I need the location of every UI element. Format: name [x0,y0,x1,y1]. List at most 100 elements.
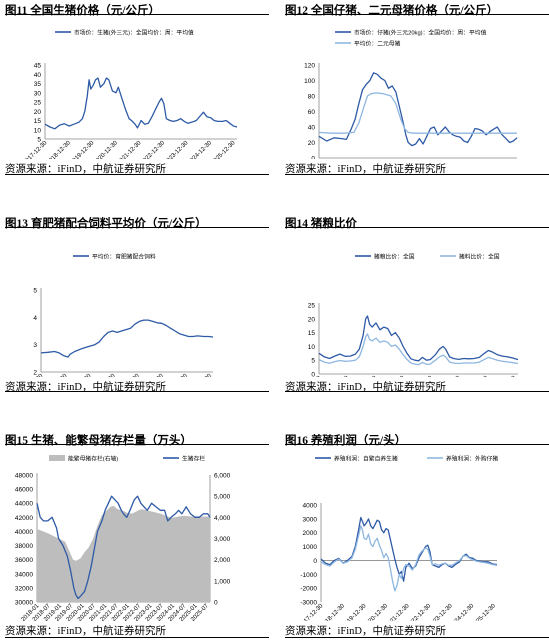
bottom-rule [285,174,549,175]
legend-label: 市场价：仔猪(外三元20kg)：全国均价：周：平均值 [354,29,487,37]
x-tick-label: 2018-12-30 [320,603,346,621]
x-tick-label: 2024-12-30 [449,603,475,621]
chart-title: 图14 猪粮比价 [285,215,357,231]
legend-label: 养殖利润：外购仔猪 [446,455,498,463]
y-tick-label: 15 [308,330,316,337]
y-tick-label: 120 [304,63,315,70]
legend-label: 市场价：生猪(外三元)：全国均价：周：平均值 [74,29,194,37]
series-line [320,516,498,582]
y-tick-label: 25 [308,303,316,310]
y2-tick-label: 4,000 [214,515,231,522]
y-tick-label: 30 [34,90,42,97]
bottom-rule [5,637,269,638]
x-tick-label: 2022-12-30 [436,375,462,377]
figure-label: 图16 [285,435,308,447]
chart-title: 图16 养殖利润（元/头） [285,432,406,448]
title-rule [285,227,549,228]
y-tick-label: -1000 [300,572,317,579]
chart-svg: 2 3 4 5 2017-12-302018-12-302019-12-302020-1… [18,253,214,378]
chart-source: 资源来源：iFinD，中航证券研究所 [5,382,167,393]
y-tick-label: 36000 [15,557,33,564]
legend-label: 养殖利润：自繁自养生猪 [334,455,398,463]
title-rule [285,14,549,15]
legend-swatch [49,455,65,461]
series-line [36,495,211,600]
chart-svg: -3000-2000-1000010002000300040002017-12-… [298,455,498,622]
chart-title: 图15 生猪、能繁母猪存栏量（万头） [5,432,192,448]
y-tick-label: 30000 [15,600,33,607]
x-tick-label: 2017-12-30 [296,375,322,377]
chart-panel-2: 图12 全国仔猪、二元母猪价格（元/公斤）0204060801001202017… [285,0,549,212]
x-tick-label: 2019-12-30 [70,140,96,159]
x-tick-label: 2017-12-30 [22,140,48,159]
bottom-rule [285,637,549,638]
chart-title: 图11 全国生猪价格（元/公斤） [5,2,160,18]
series-line [318,72,518,147]
figure-label: 图15 [5,435,28,447]
y-tick-label: 0 [311,156,315,160]
y-tick-label: 40000 [15,529,33,536]
y-tick-label: 20 [308,140,316,147]
y-tick-label: 32000 [15,585,33,592]
series-line [40,319,214,358]
x-tick-label: 2019-12-30 [67,373,93,377]
chart-source: 资源来源：iFinD，中航证券研究所 [285,626,447,637]
chart-title: 图12 全国仔猪、二元母猪价格（元/公斤） [285,2,498,18]
legend-label: 平均价：二元母猪 [354,40,401,48]
title-rule [5,444,269,445]
y-tick-label: 10 [34,127,42,134]
x-tick-label: 2023-12-30 [428,603,454,621]
chart-source: 资源来源：iFinD，中航证券研究所 [285,164,447,175]
y-tick-label: 3000 [303,516,318,523]
x-tick-label: 2019-12-30 [342,603,368,621]
y-tick-label: 15 [34,118,42,125]
y-tick-label: 40 [308,125,316,132]
chart-panel-1: 图11 全国生猪价格（元/公斤） 5 10 15 20 25 30 35 40 45 2017-12… [5,0,269,212]
figure-title: 育肥猪配合饲料平均价（元/公斤） [30,218,207,230]
y-tick-label: 45 [34,63,42,70]
x-tick-label: 2020-12-30 [93,140,119,159]
series-line [44,77,238,130]
chart-svg: 30000 32000 34000 36000 38000 40000 42000 44000… [15,455,231,622]
figure-title: 养殖利润（元/头） [310,435,407,447]
bottom-rule [5,391,269,392]
chart-title: 图13 育肥猪配合饲料平均价（元/公斤） [5,215,207,231]
y2-tick-label: 6,000 [214,473,231,480]
chart-panel-4: 图14 猪粮比价05101520252017-12-302018-12-3020… [285,213,549,425]
legend-label: 生猪存栏 [182,455,205,463]
chart-panel-3: 图13 育肥猪配合饲料平均价（元/公斤） 2 3 4 5 2017-12-302018-1… [5,213,269,425]
y2-tick-label: 3,000 [214,536,231,543]
chart-source: 资源来源：iFinD，中航证券研究所 [5,626,167,637]
y-tick-label: 2000 [303,530,318,537]
legend-label: 平均价：育肥猪配合饲料 [92,253,156,261]
x-tick-label: 2024-12-30 [187,373,213,377]
legend-label: 能繁母猪存栏(右轴) [68,455,118,463]
y-tick-label: 44000 [15,501,33,508]
y-tick-label: 60 [308,109,316,116]
chart-svg: 0204060801001202017-12-302018-12-302019-… [296,29,518,160]
y-tick-label: 5 [311,358,315,365]
x-tick-label: 2025-12-30 [211,140,237,159]
chart-source: 资源来源：iFinD，中航证券研究所 [285,382,447,393]
x-tick-label: 2023-12-30 [164,140,190,159]
y-tick-label: 5 [33,288,37,295]
y-tick-label: 4000 [303,503,318,510]
y2-tick-label: 2,000 [214,557,231,564]
figure-title: 生猪、能繁母猪存栏量（万头） [30,435,192,447]
x-tick-label: 2021-12-30 [115,373,141,377]
figure-label: 图13 [5,218,28,230]
figure-label: 图14 [285,218,308,230]
y-tick-label: 100 [304,78,315,85]
x-tick-label: 2021-12-30 [385,603,411,621]
y-tick-label: 3 [33,342,37,349]
chart-svg: 0 5 10 15 20 25 2017-12-302018-12-302019-12-30… [296,253,519,377]
figure-title: 全国仔猪、二元母猪价格（元/公斤） [310,5,499,17]
x-tick-label: 2021-12-30 [117,140,143,159]
chart-panel-6: 图16 养殖利润（元/头） -3000 -2000 -1000 0 1000 2000 300… [285,430,549,642]
y-tick-label: 80 [308,94,316,101]
chart-svg: 5 10 15 20 25 30 35 40 45 2017-12-302018-12-30201… [22,29,238,159]
y-tick-label: 34000 [15,571,33,578]
y-tick-label: 40 [34,72,42,79]
bottom-rule [5,174,269,175]
y-tick-label: 20 [308,316,316,323]
